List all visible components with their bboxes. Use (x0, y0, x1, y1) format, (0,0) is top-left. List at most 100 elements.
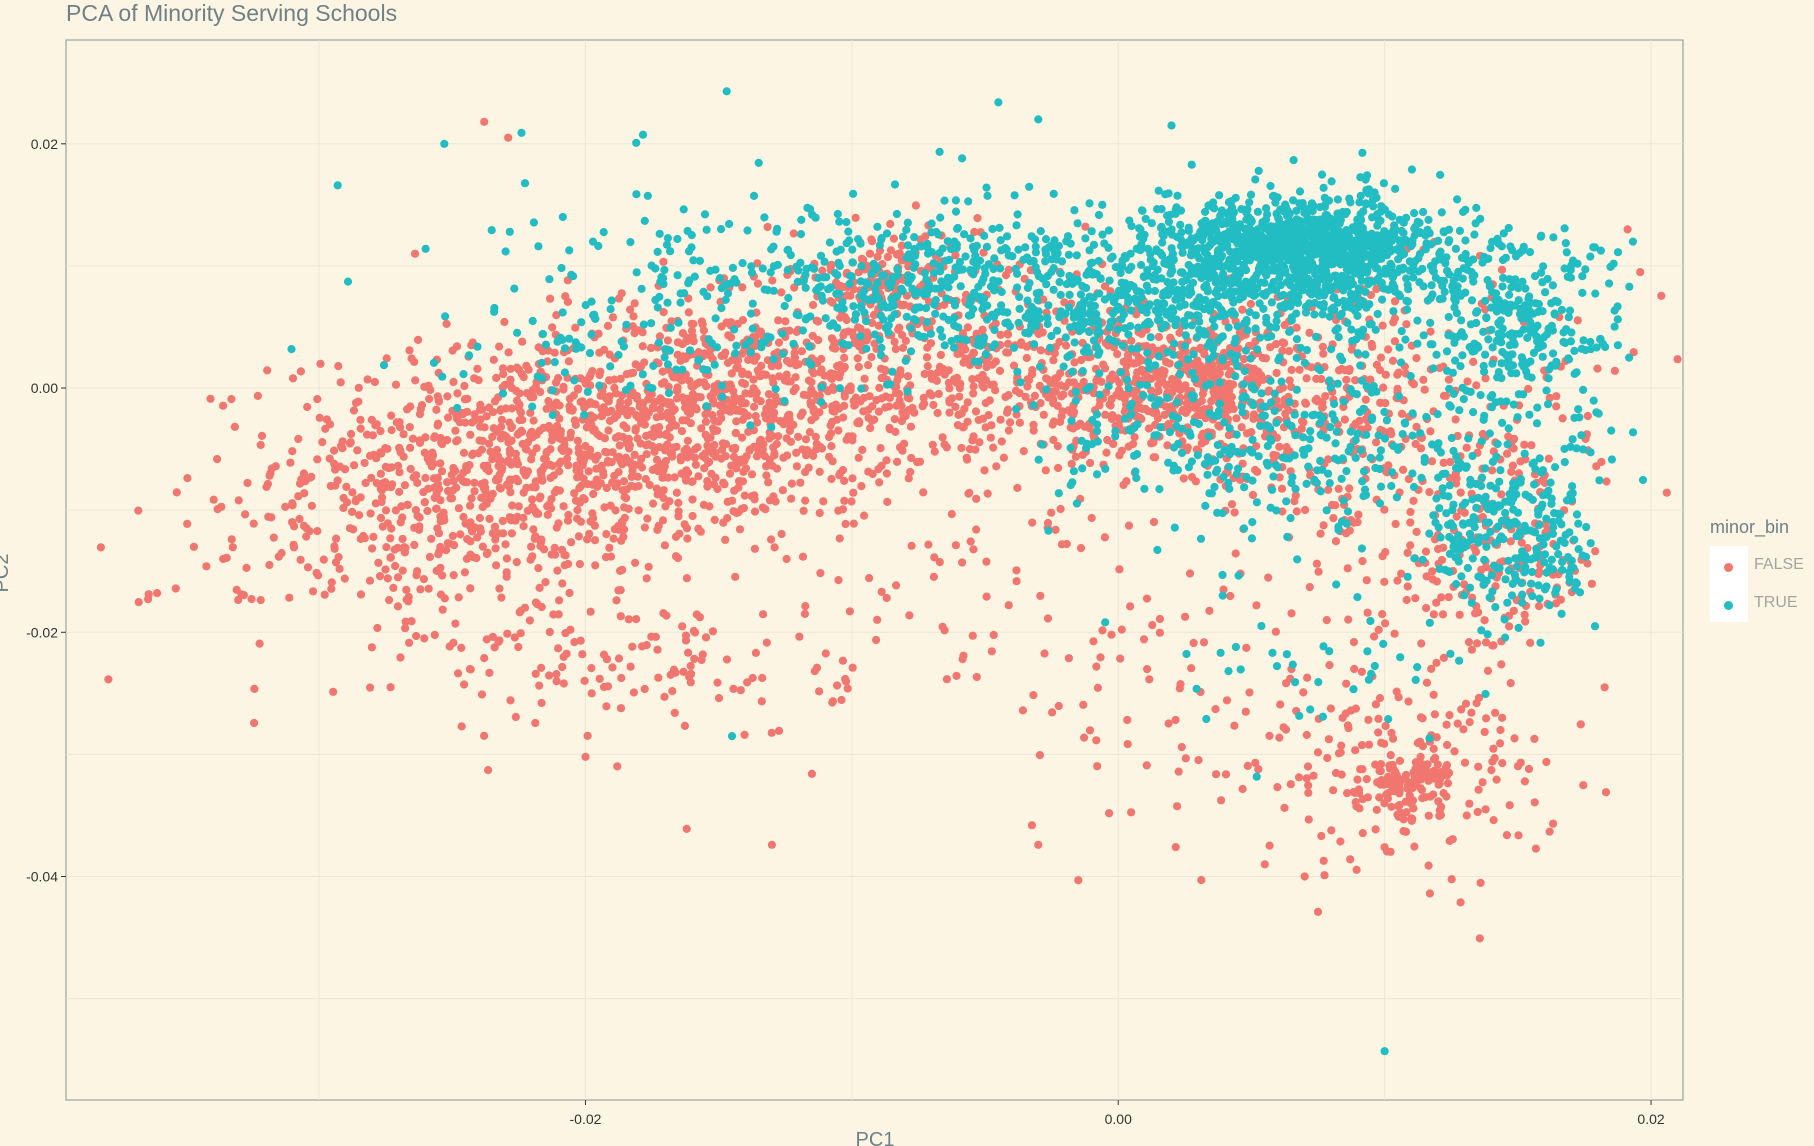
point-true (1310, 310, 1319, 319)
point-false (992, 462, 1001, 471)
point-false (1573, 316, 1582, 325)
point-false (1662, 488, 1671, 497)
point-false (678, 416, 687, 425)
point-false (386, 683, 395, 692)
point-false (947, 509, 956, 519)
point-false (945, 408, 954, 417)
point-false (586, 398, 595, 407)
point-false (494, 475, 503, 484)
point-false (334, 362, 343, 371)
point-true (1439, 227, 1448, 236)
point-true (1347, 243, 1356, 252)
point-false (554, 610, 563, 619)
point-false (1059, 390, 1068, 399)
point-false (1623, 225, 1632, 234)
point-false (209, 495, 218, 504)
point-false (1226, 591, 1235, 601)
point-false (1034, 840, 1043, 849)
point-false (1416, 752, 1425, 762)
point-false (1520, 440, 1529, 449)
point-false (467, 527, 477, 536)
point-true (1289, 238, 1298, 248)
point-false (611, 433, 621, 442)
point-false (183, 519, 192, 529)
point-false (295, 514, 304, 524)
point-false (1240, 354, 1249, 364)
point-false (738, 316, 748, 325)
point-false (528, 495, 537, 504)
point-false (376, 513, 386, 523)
point-false (697, 655, 706, 665)
point-false (646, 343, 656, 353)
point-false (729, 387, 738, 396)
point-false (1514, 831, 1523, 840)
point-false (634, 413, 643, 422)
point-false (641, 412, 650, 421)
point-false (758, 503, 768, 512)
point-false (889, 234, 899, 243)
point-false (835, 369, 845, 378)
point-false (1301, 505, 1310, 515)
plot-panel (65, 39, 1684, 1101)
point-false (1545, 827, 1554, 836)
point-false (355, 510, 364, 520)
point-false (518, 337, 527, 346)
point-false (1317, 831, 1326, 841)
data-points (96, 87, 1682, 1056)
point-false (468, 450, 477, 460)
point-false (1396, 808, 1405, 817)
point-false (659, 308, 668, 317)
point-false (873, 615, 882, 624)
point-false (552, 311, 561, 320)
point-false (1420, 769, 1429, 779)
point-false (697, 317, 707, 326)
point-false (972, 525, 981, 534)
point-false (776, 417, 785, 426)
point-false (1004, 339, 1013, 348)
point-false (1148, 343, 1157, 352)
point-false (608, 663, 617, 672)
point-false (1062, 341, 1071, 350)
point-false (1410, 842, 1419, 851)
point-false (227, 535, 236, 544)
point-false (356, 590, 366, 599)
point-false (642, 450, 651, 459)
point-true (1471, 219, 1480, 228)
point-false (828, 457, 837, 466)
point-false (645, 480, 654, 490)
point-false (294, 434, 303, 444)
point-false (797, 347, 807, 356)
point-false (496, 406, 505, 415)
point-false (1353, 518, 1362, 527)
point-false (1372, 284, 1381, 294)
point-false (1355, 416, 1364, 425)
point-false (462, 465, 471, 474)
point-false (765, 401, 774, 410)
point-false (1416, 444, 1426, 453)
point-false (928, 440, 937, 449)
point-false (1043, 614, 1053, 623)
point-false (395, 418, 404, 427)
point-false (1673, 355, 1682, 364)
point-false (687, 477, 696, 486)
point-false (1496, 739, 1505, 748)
point-true (1251, 175, 1260, 184)
point-false (1175, 328, 1184, 337)
point-false (438, 605, 447, 614)
point-false (840, 392, 849, 401)
point-false (640, 523, 650, 532)
point-false (412, 631, 421, 641)
point-false (316, 359, 325, 368)
point-false (1254, 765, 1263, 774)
point-false (451, 466, 460, 475)
point-false (763, 222, 772, 232)
point-false (840, 401, 849, 410)
point-false (565, 588, 574, 598)
point-false (234, 595, 243, 605)
point-false (465, 665, 474, 674)
point-false (1402, 320, 1411, 329)
point-false (951, 402, 960, 411)
point-false (384, 464, 393, 473)
point-false (1629, 348, 1638, 357)
